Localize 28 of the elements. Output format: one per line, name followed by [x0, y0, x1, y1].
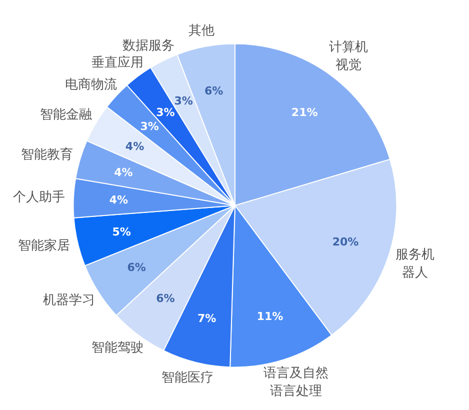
data-label: 6% [127, 261, 146, 274]
data-label: 20% [332, 236, 359, 249]
data-label: 4% [125, 140, 144, 153]
slice-label: 智能金融 [40, 108, 92, 123]
data-label: 3% [174, 94, 193, 108]
slice-label: 数据服务 [122, 38, 174, 54]
slice-label: 垂直应用 [92, 54, 144, 71]
data-label: 7% [198, 312, 216, 325]
slice-label: 机器学习 [43, 292, 96, 308]
slice-label: 计算机视觉 [328, 40, 368, 74]
data-label: 6% [156, 292, 175, 306]
slice-label: 个人助手 [12, 190, 65, 205]
data-label: 4% [114, 166, 133, 179]
data-label: 4% [109, 194, 128, 207]
slice-label: 智能驾驶 [92, 340, 144, 356]
slice-label: 电商物流 [64, 76, 117, 92]
data-label: 6% [204, 84, 224, 98]
data-label: 3% [156, 106, 175, 119]
data-label: 21% [291, 106, 318, 119]
data-label: 5% [112, 225, 131, 238]
slice-label: 智能家居 [18, 237, 70, 254]
slice-label: 智能教育 [20, 146, 73, 162]
slice-label: 智能医疗 [162, 370, 214, 386]
data-label: 3% [140, 120, 159, 134]
slice-label: 语言及自然语言处理 [263, 365, 328, 400]
slice-label: 服务机器人 [396, 247, 435, 280]
data-label: 11% [256, 310, 284, 323]
slice-label: 其他 [188, 23, 215, 38]
